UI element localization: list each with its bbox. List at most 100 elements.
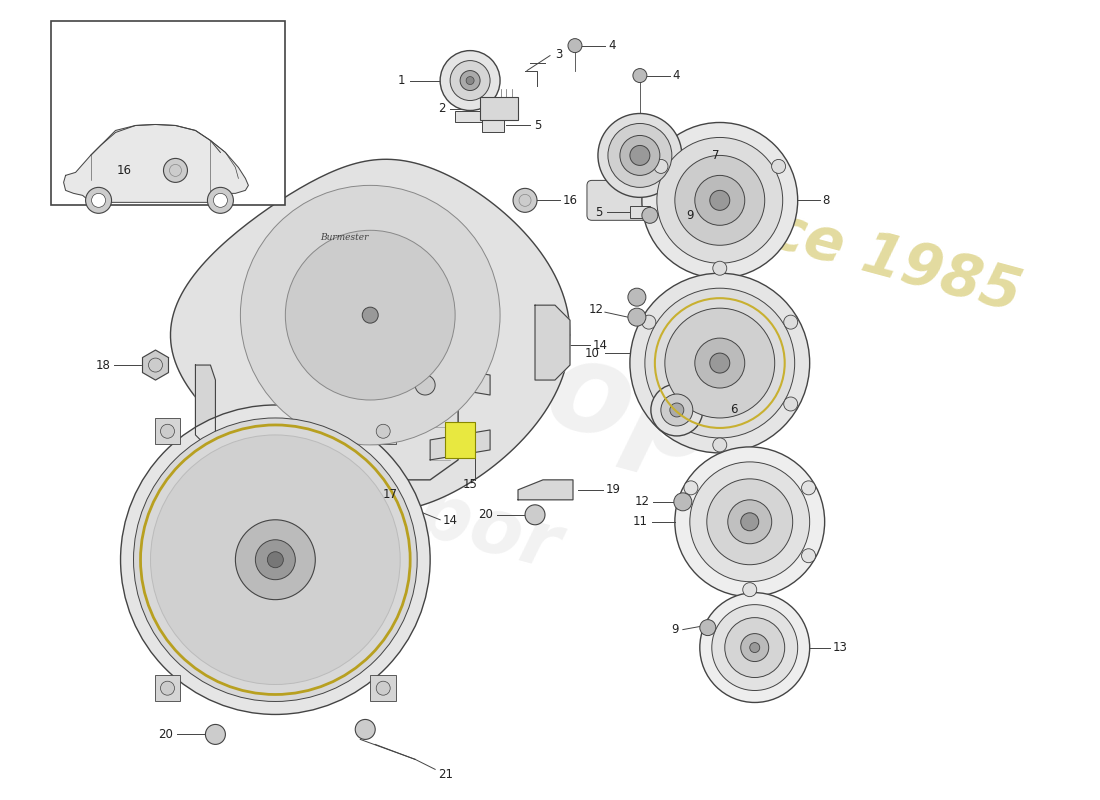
Circle shape bbox=[620, 135, 660, 175]
Text: 5: 5 bbox=[595, 206, 603, 219]
Text: 21: 21 bbox=[438, 768, 453, 781]
Circle shape bbox=[710, 190, 729, 210]
FancyBboxPatch shape bbox=[587, 180, 693, 220]
Circle shape bbox=[91, 194, 106, 207]
Circle shape bbox=[376, 424, 390, 438]
Circle shape bbox=[208, 187, 233, 214]
Text: 11: 11 bbox=[632, 515, 648, 528]
Circle shape bbox=[661, 394, 693, 426]
Circle shape bbox=[728, 500, 772, 544]
Bar bbox=[482, 118, 504, 133]
Circle shape bbox=[568, 38, 582, 53]
Polygon shape bbox=[430, 365, 491, 395]
Circle shape bbox=[525, 505, 544, 525]
Circle shape bbox=[513, 188, 537, 212]
Circle shape bbox=[632, 69, 647, 82]
Circle shape bbox=[161, 424, 175, 438]
Text: a por: a por bbox=[333, 455, 568, 584]
Circle shape bbox=[362, 307, 378, 323]
Text: 16: 16 bbox=[117, 164, 132, 177]
Text: 14: 14 bbox=[593, 338, 608, 351]
Circle shape bbox=[151, 435, 400, 685]
Polygon shape bbox=[64, 125, 249, 202]
Text: 8: 8 bbox=[823, 194, 830, 207]
Text: Burmester: Burmester bbox=[320, 234, 368, 242]
Circle shape bbox=[460, 70, 480, 90]
Circle shape bbox=[750, 642, 760, 653]
Circle shape bbox=[802, 549, 815, 562]
Circle shape bbox=[450, 61, 491, 101]
Circle shape bbox=[725, 618, 784, 678]
Text: 19: 19 bbox=[606, 483, 620, 496]
Polygon shape bbox=[143, 350, 168, 380]
Text: since 1985: since 1985 bbox=[672, 177, 1027, 323]
Circle shape bbox=[740, 513, 759, 530]
Circle shape bbox=[628, 288, 646, 306]
Circle shape bbox=[628, 308, 646, 326]
Circle shape bbox=[707, 479, 793, 565]
Circle shape bbox=[642, 122, 798, 278]
Circle shape bbox=[802, 481, 815, 495]
Polygon shape bbox=[518, 480, 573, 500]
Bar bbox=[51, 21, 285, 206]
Circle shape bbox=[255, 540, 295, 580]
Text: 1: 1 bbox=[398, 74, 405, 87]
Circle shape bbox=[654, 159, 668, 174]
Circle shape bbox=[695, 175, 745, 226]
Text: 2: 2 bbox=[438, 102, 446, 115]
Circle shape bbox=[740, 634, 769, 662]
Circle shape bbox=[206, 725, 225, 745]
Bar bbox=[154, 675, 180, 701]
Circle shape bbox=[376, 682, 390, 695]
Polygon shape bbox=[336, 340, 458, 480]
Circle shape bbox=[700, 593, 810, 702]
Text: 12: 12 bbox=[588, 302, 604, 316]
Text: 9: 9 bbox=[685, 209, 693, 222]
Circle shape bbox=[684, 481, 697, 495]
Circle shape bbox=[642, 315, 656, 329]
Circle shape bbox=[630, 146, 650, 166]
Circle shape bbox=[710, 353, 729, 373]
Circle shape bbox=[630, 274, 810, 453]
Bar bbox=[630, 206, 650, 218]
Text: 20: 20 bbox=[478, 508, 493, 522]
Text: 6: 6 bbox=[729, 403, 737, 417]
Circle shape bbox=[355, 719, 375, 739]
Bar bbox=[446, 422, 475, 458]
Circle shape bbox=[235, 520, 316, 600]
Text: 4: 4 bbox=[673, 69, 680, 82]
Text: 14: 14 bbox=[443, 514, 458, 527]
Circle shape bbox=[690, 462, 810, 582]
Circle shape bbox=[241, 186, 500, 445]
Circle shape bbox=[598, 114, 682, 198]
Polygon shape bbox=[196, 365, 216, 450]
Circle shape bbox=[466, 77, 474, 85]
Circle shape bbox=[133, 418, 417, 702]
Text: 5: 5 bbox=[534, 119, 541, 132]
Text: 10: 10 bbox=[585, 346, 600, 359]
Circle shape bbox=[695, 338, 745, 388]
Text: 17: 17 bbox=[382, 488, 397, 502]
Circle shape bbox=[267, 552, 284, 568]
Text: 12: 12 bbox=[635, 495, 650, 508]
Circle shape bbox=[285, 230, 455, 400]
Circle shape bbox=[713, 438, 727, 452]
Circle shape bbox=[674, 447, 825, 597]
Polygon shape bbox=[430, 430, 491, 460]
Text: 18: 18 bbox=[96, 358, 111, 371]
Polygon shape bbox=[170, 159, 570, 511]
Circle shape bbox=[657, 138, 783, 263]
Circle shape bbox=[651, 384, 703, 436]
Text: 13: 13 bbox=[833, 641, 847, 654]
Bar bbox=[154, 418, 180, 444]
Circle shape bbox=[674, 493, 692, 511]
Text: 20: 20 bbox=[158, 728, 174, 741]
Bar bbox=[455, 110, 485, 122]
Circle shape bbox=[213, 194, 228, 207]
Circle shape bbox=[440, 50, 500, 110]
Circle shape bbox=[713, 262, 727, 275]
Polygon shape bbox=[535, 305, 570, 380]
Circle shape bbox=[674, 155, 764, 246]
Bar bbox=[371, 418, 396, 444]
Circle shape bbox=[121, 405, 430, 714]
